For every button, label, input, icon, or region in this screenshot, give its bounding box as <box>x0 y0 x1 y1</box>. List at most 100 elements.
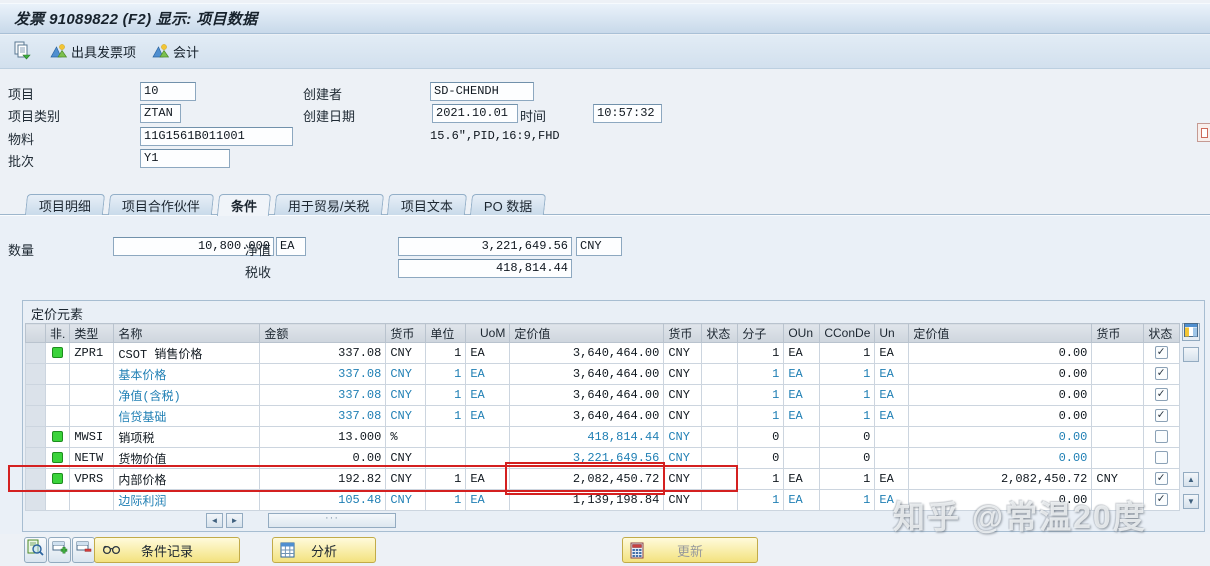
pricing-header-curr3[interactable]: 货币 <box>1091 323 1145 343</box>
pricing-cell-amount[interactable]: 0.00 <box>259 447 387 469</box>
pricing-cell-ccd[interactable]: 1 <box>819 363 876 385</box>
pricing-cell-num[interactable]: 1 <box>737 405 785 427</box>
tab-item-texts[interactable]: 项目文本 <box>386 194 467 215</box>
pricing-header-st1[interactable]: 状态 <box>701 323 739 343</box>
net-currency-field[interactable]: CNY <box>576 237 622 256</box>
pricing-cell-un[interactable]: EA <box>874 468 910 490</box>
pricing-cell-type[interactable]: VPRS <box>69 468 115 490</box>
pricing-cell-ccd[interactable]: 1 <box>819 342 876 364</box>
pricing-cell-curr2[interactable]: CNY <box>663 489 703 511</box>
quantity-unit-field[interactable]: EA <box>276 237 306 256</box>
pricing-cell-cval[interactable]: 3,640,464.00 <box>509 384 665 406</box>
pricing-cell-cval[interactable]: 2,082,450.72 <box>509 468 665 490</box>
pricing-cell-sel[interactable] <box>25 447 46 469</box>
scroll-down-button[interactable]: ▼ <box>1183 494 1199 509</box>
pricing-cell-ind[interactable] <box>44 342 71 364</box>
pricing-cell-ccd[interactable]: 1 <box>819 489 876 511</box>
pricing-header-name[interactable]: 名称 <box>113 323 261 343</box>
pricing-cell-oun[interactable]: EA <box>783 405 821 427</box>
pricing-cell-num[interactable]: 1 <box>737 342 785 364</box>
pricing-cell-cval[interactable]: 3,640,464.00 <box>509 363 665 385</box>
pricing-cell-cval2[interactable]: 0.00 <box>908 405 1093 427</box>
pricing-header-num[interactable]: 分子 <box>737 323 785 343</box>
billing-items-button[interactable]: 出具发票项 <box>50 42 136 61</box>
pricing-cell-amount[interactable]: 337.08 <box>259 363 387 385</box>
pricing-cell-num[interactable]: 0 <box>737 426 785 448</box>
pricing-cell-cval2[interactable]: 2,082,450.72 <box>908 468 1093 490</box>
pricing-cell-cval[interactable]: 3,640,464.00 <box>509 342 665 364</box>
pricing-cell-st1[interactable] <box>701 342 739 364</box>
delete-row-button[interactable] <box>72 537 95 563</box>
pricing-cell-ccd[interactable]: 1 <box>819 468 876 490</box>
pricing-cell-name[interactable]: 净值(含税) <box>113 384 261 406</box>
pricing-header-curr[interactable]: 货币 <box>385 323 427 343</box>
pricing-cell-curr3[interactable] <box>1091 426 1145 448</box>
pricing-cell-st2[interactable] <box>1143 447 1181 469</box>
pricing-cell-unit[interactable]: 1 <box>425 363 467 385</box>
pricing-cell-ind[interactable] <box>44 489 71 511</box>
pricing-cell-ccd[interactable]: 0 <box>819 447 876 469</box>
pricing-cell-uom[interactable] <box>465 426 511 448</box>
pricing-cell-st1[interactable] <box>701 489 739 511</box>
pricing-cell-cval[interactable]: 3,221,649.56 <box>509 447 665 469</box>
creator-field[interactable]: SD-CHENDH <box>430 82 534 101</box>
scroll-left-button[interactable]: ◄ <box>206 513 223 528</box>
pricing-cell-st1[interactable] <box>701 405 739 427</box>
pricing-cell-oun[interactable]: EA <box>783 468 821 490</box>
quantity-field[interactable]: 10,800.000 <box>113 237 274 256</box>
pricing-cell-uom[interactable]: EA <box>465 384 511 406</box>
pricing-cell-uom[interactable] <box>465 447 511 469</box>
pricing-cell-st1[interactable] <box>701 363 739 385</box>
pricing-cell-amount[interactable]: 192.82 <box>259 468 387 490</box>
pricing-cell-sel[interactable] <box>25 426 46 448</box>
pricing-cell-unit[interactable]: 1 <box>425 384 467 406</box>
pricing-header-curr2[interactable]: 货币 <box>663 323 703 343</box>
pricing-cell-name[interactable]: 边际利润 <box>113 489 261 511</box>
item-category-field[interactable]: ZTAN <box>140 104 181 123</box>
item-field[interactable]: 10 <box>140 82 196 101</box>
pricing-header-ind[interactable]: 非. <box>44 323 71 343</box>
pricing-cell-un[interactable] <box>874 447 910 469</box>
pricing-cell-cval2[interactable]: 0.00 <box>908 426 1093 448</box>
pricing-cell-uom[interactable]: EA <box>465 363 511 385</box>
time-field[interactable]: 10:57:32 <box>593 104 662 123</box>
pricing-cell-name[interactable]: 基本价格 <box>113 363 261 385</box>
pricing-cell-amount[interactable]: 337.08 <box>259 384 387 406</box>
tab-item-partners[interactable]: 项目合作伙伴 <box>107 194 215 215</box>
pricing-cell-curr[interactable]: % <box>385 426 427 448</box>
pricing-cell-un[interactable]: EA <box>874 384 910 406</box>
pricing-header-st2[interactable]: 状态 <box>1143 323 1181 343</box>
pricing-cell-curr2[interactable]: CNY <box>663 363 703 385</box>
pricing-cell-curr2[interactable]: CNY <box>663 426 703 448</box>
status-checkbox-unchecked[interactable] <box>1155 451 1169 465</box>
pricing-cell-un[interactable] <box>874 426 910 448</box>
pricing-cell-cval2[interactable]: 0.00 <box>908 489 1093 511</box>
pricing-header-cval2[interactable]: 定价值 <box>908 323 1093 343</box>
pricing-cell-st1[interactable] <box>701 447 739 469</box>
status-checkbox-checked[interactable] <box>1155 470 1169 486</box>
pricing-cell-type[interactable] <box>69 363 115 385</box>
status-checkbox-checked[interactable] <box>1155 407 1169 423</box>
pricing-cell-oun[interactable] <box>783 426 821 448</box>
pricing-cell-oun[interactable] <box>783 447 821 469</box>
pricing-header-ccd[interactable]: CConDe <box>819 323 876 343</box>
status-checkbox-unchecked[interactable] <box>1155 430 1169 444</box>
pricing-cell-ind[interactable] <box>44 426 71 448</box>
pricing-cell-sel[interactable] <box>25 405 46 427</box>
table-settings-button[interactable] <box>1182 322 1200 341</box>
pricing-cell-type[interactable]: ZPR1 <box>69 342 115 364</box>
status-checkbox-checked[interactable] <box>1155 344 1169 360</box>
pricing-cell-unit[interactable] <box>425 426 467 448</box>
pricing-cell-curr3[interactable] <box>1091 384 1145 406</box>
pricing-cell-st1[interactable] <box>701 426 739 448</box>
pricing-cell-un[interactable]: EA <box>874 363 910 385</box>
pricing-cell-ind[interactable] <box>44 468 71 490</box>
pricing-cell-st1[interactable] <box>701 468 739 490</box>
tab-conditions[interactable]: 条件 <box>216 194 272 216</box>
pricing-cell-amount[interactable]: 105.48 <box>259 489 387 511</box>
pricing-cell-curr3[interactable] <box>1091 447 1145 469</box>
pricing-cell-num[interactable]: 1 <box>737 363 785 385</box>
pricing-cell-ind[interactable] <box>44 447 71 469</box>
pricing-header-un[interactable]: Un <box>874 323 910 343</box>
scroll-up-button[interactable]: ▲ <box>1183 472 1199 487</box>
